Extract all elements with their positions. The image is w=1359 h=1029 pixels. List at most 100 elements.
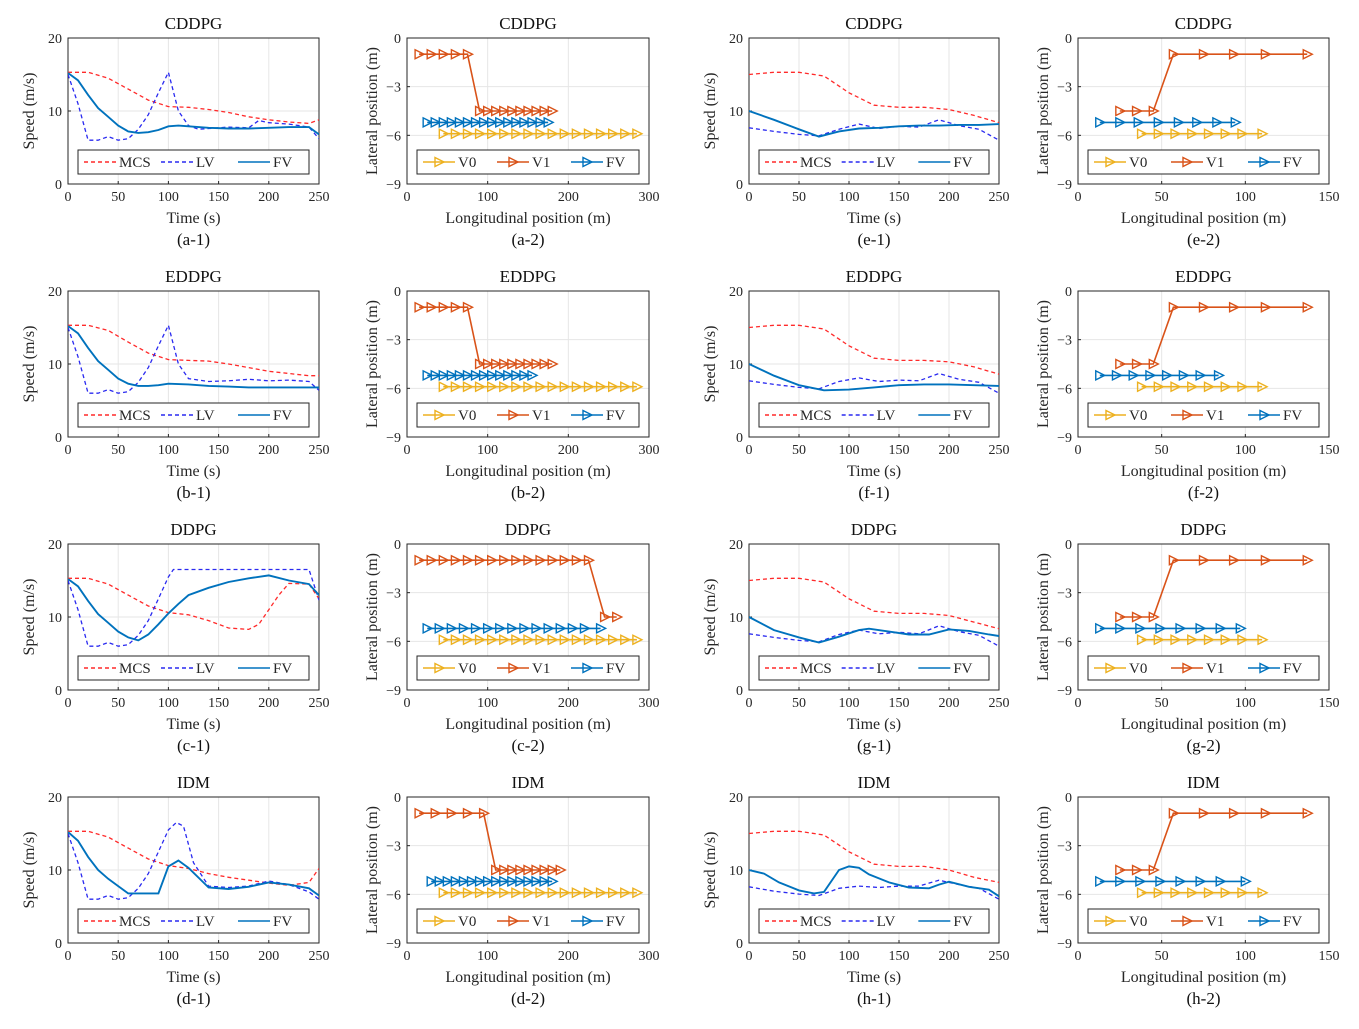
plot-area bbox=[1095, 48, 1314, 140]
y-tick-label: 20 bbox=[48, 791, 62, 806]
y-tick-label: 10 bbox=[48, 611, 62, 626]
y-tick-label: 0 bbox=[1065, 32, 1072, 47]
trajectory-point bbox=[474, 554, 487, 566]
trajectory-point bbox=[474, 358, 487, 370]
legend-label: MCS bbox=[119, 408, 151, 424]
trajectory-point bbox=[414, 807, 426, 819]
y-tick-label: −3 bbox=[386, 587, 401, 602]
legend-marker bbox=[1259, 409, 1271, 421]
trajectory-point bbox=[1228, 554, 1241, 566]
trajectory-point bbox=[438, 369, 450, 381]
trajectory-point bbox=[495, 622, 507, 634]
trajectory-point bbox=[1257, 128, 1269, 140]
y-tick-label: 0 bbox=[55, 684, 62, 699]
plot-area bbox=[68, 821, 319, 900]
trajectory-point bbox=[1220, 887, 1232, 899]
trajectory-point bbox=[539, 875, 551, 887]
x-tick-label: 0 bbox=[746, 696, 753, 711]
trajectory-point bbox=[466, 875, 479, 887]
legend-label: V0 bbox=[458, 661, 476, 677]
trajectory-point bbox=[450, 875, 462, 887]
trajectory-point bbox=[462, 369, 475, 381]
y-tick-label: 20 bbox=[48, 285, 62, 300]
trajectory-point bbox=[555, 864, 567, 876]
legend-box bbox=[77, 908, 310, 934]
legend-label: LV bbox=[877, 408, 896, 424]
plot-frame bbox=[406, 543, 650, 691]
series-line-fv bbox=[749, 865, 999, 898]
trajectory-point bbox=[478, 116, 491, 128]
x-tick-label: 0 bbox=[65, 443, 72, 458]
legend: V0 V1 FV bbox=[416, 655, 640, 681]
legend-label: V0 bbox=[1129, 408, 1147, 424]
x-tick-label: 250 bbox=[989, 443, 1010, 458]
trajectory-point bbox=[543, 116, 555, 128]
trajectory-point bbox=[1155, 875, 1167, 887]
trajectory-point bbox=[1195, 875, 1207, 887]
trajectory-point bbox=[1260, 48, 1272, 60]
x-tick-label: 250 bbox=[309, 443, 330, 458]
trajectory-point bbox=[1203, 128, 1216, 140]
x-axis-label: Longitudinal position (m) bbox=[1121, 210, 1286, 227]
y-tick-label: 0 bbox=[1065, 538, 1072, 553]
legend-marker bbox=[1259, 915, 1271, 927]
trajectory-point bbox=[1220, 128, 1232, 140]
trajectory-point bbox=[487, 128, 499, 140]
trajectory-point bbox=[1198, 807, 1211, 819]
y-tick-label: −9 bbox=[386, 937, 401, 952]
trajectory-point bbox=[1220, 381, 1232, 393]
legend-marker bbox=[1105, 662, 1117, 674]
legend-box bbox=[758, 908, 990, 934]
trajectory-point bbox=[1128, 369, 1140, 381]
legend-label: MCS bbox=[800, 408, 832, 424]
trajectory-point bbox=[507, 358, 519, 370]
legend-marker bbox=[582, 915, 594, 927]
trajectory-point bbox=[523, 358, 535, 370]
panel-caption: (e-1) bbox=[857, 230, 890, 249]
trajectory-point bbox=[535, 554, 547, 566]
trajectory-point bbox=[482, 875, 495, 887]
trajectory-point bbox=[482, 622, 495, 634]
legend-label: MCS bbox=[800, 661, 832, 677]
panel-f-1: 0 50 100 150 200 250 0 10 20 EDDPG Time (s) Speed (… bbox=[702, 267, 1010, 502]
trajectory-point bbox=[511, 634, 523, 646]
trajectory-point bbox=[1095, 622, 1107, 634]
y-tick-label: 20 bbox=[48, 32, 62, 47]
trajectory-point bbox=[462, 301, 475, 313]
y-tick-label: 0 bbox=[394, 538, 401, 553]
trajectory-point bbox=[422, 622, 434, 634]
y-tick-label: 0 bbox=[55, 937, 62, 952]
trajectory-point bbox=[547, 105, 559, 117]
trajectory-point bbox=[1230, 116, 1242, 128]
trajectory-point bbox=[438, 634, 450, 646]
x-tick-label: 0 bbox=[404, 190, 411, 205]
x-tick-label: 0 bbox=[1075, 696, 1082, 711]
trajectory-point bbox=[1145, 369, 1157, 381]
trajectory-point bbox=[555, 622, 567, 634]
y-tick-label: −6 bbox=[386, 129, 401, 144]
trajectory-point bbox=[1237, 381, 1249, 393]
trajectory-point bbox=[470, 116, 483, 128]
x-tick-label: 50 bbox=[792, 443, 806, 458]
x-tick-label: 200 bbox=[939, 443, 960, 458]
x-tick-label: 50 bbox=[111, 443, 125, 458]
x-axis-label: Longitudinal position (m) bbox=[445, 969, 610, 986]
trajectory-point bbox=[595, 381, 608, 393]
x-tick-label: 100 bbox=[1235, 443, 1256, 458]
y-tick-label: −3 bbox=[386, 840, 401, 855]
trajectory-point bbox=[1170, 128, 1182, 140]
trajectory-point bbox=[1213, 369, 1226, 381]
legend-label: V1 bbox=[532, 914, 550, 930]
trajectory-point bbox=[1170, 634, 1182, 646]
x-tick-label: 150 bbox=[889, 190, 910, 205]
x-axis-label: Time (s) bbox=[166, 716, 220, 733]
trajectory-point bbox=[539, 105, 551, 117]
plot-frame bbox=[406, 796, 650, 944]
series-line-v1 bbox=[419, 306, 553, 365]
trajectory-point bbox=[487, 116, 499, 128]
trajectory-point bbox=[430, 116, 442, 128]
y-axis-label: Speed (m/s) bbox=[702, 832, 719, 909]
trajectory-point bbox=[511, 381, 523, 393]
legend: V0 V1 FV bbox=[416, 908, 640, 934]
panel-b-1: 0 50 100 150 200 250 0 10 20 EDDPG Time (s) Speed (… bbox=[21, 267, 330, 502]
